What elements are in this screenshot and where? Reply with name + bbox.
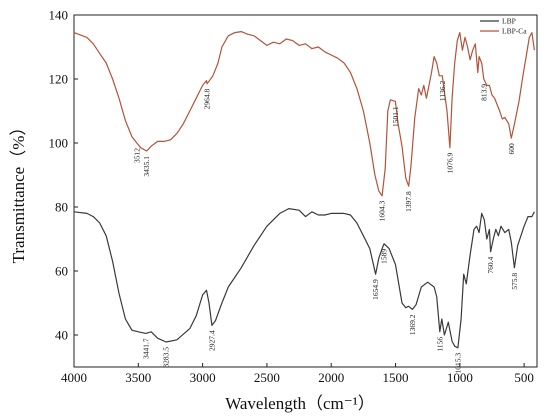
peak-label: 3283.5: [162, 347, 171, 368]
plot-area: [73, 14, 538, 368]
y-tick-label: 140: [49, 8, 69, 23]
y-tick-label: 40: [55, 328, 68, 343]
peak-label: 3441.7: [141, 338, 150, 359]
legend-label: LBP-Ca: [502, 27, 527, 36]
peak-label: 1015.3: [453, 353, 462, 374]
x-tick-label: 500: [514, 370, 534, 385]
annotation-layer: 3441.7 3283.5 2927.4 1654.9 1589 1369.2 1156 10…: [132, 81, 519, 374]
peak-label: 3512: [132, 148, 141, 163]
x-tick-label: 3500: [125, 370, 151, 385]
peak-label: 2927.4: [207, 330, 216, 351]
peak-label: 1654.9: [371, 279, 380, 300]
y-tick-label: 120: [49, 72, 69, 87]
peak-label: 2964.8: [203, 89, 212, 110]
series-line-lbp-ca: [73, 31, 535, 197]
peak-label: 760.4: [486, 257, 495, 274]
tick-layer: 4000 3500 3000 2500 2000 1500 1000 500 40 60 80 100…: [49, 8, 534, 386]
peak-label: 1604.3: [378, 201, 387, 222]
peak-label: 3435.1: [142, 156, 151, 177]
x-tick-label: 1500: [383, 370, 409, 385]
y-axis-title: Transmittance（%）: [9, 119, 28, 264]
peak-label: 575.8: [510, 273, 519, 290]
peak-label: 1156: [435, 337, 444, 352]
y-tick-label: 100: [49, 136, 69, 151]
peak-label: 1136.2: [438, 81, 447, 102]
peak-label: 1076.9: [445, 153, 454, 174]
legend-label: LBP: [502, 17, 516, 26]
y-tick-label: 80: [55, 200, 68, 215]
x-tick-label: 2000: [318, 370, 344, 385]
x-axis-title: Wavelength（cm⁻¹）: [225, 394, 375, 413]
peak-label: 1501.1: [391, 106, 400, 127]
plot-frame: [73, 14, 538, 368]
series-line-lbp: [73, 208, 535, 349]
peak-label: 600: [507, 143, 516, 155]
series-layer: [73, 31, 535, 349]
x-tick-label: 4000: [61, 370, 87, 385]
peak-label: 1589: [380, 249, 389, 264]
x-tick-label: 2500: [254, 370, 280, 385]
y-tick-label: 60: [55, 264, 68, 279]
peak-label: 1369.2: [408, 314, 417, 335]
peak-label: 1397.8: [404, 191, 413, 212]
peak-label: 813.9: [479, 84, 488, 101]
x-tick-label: 1000: [447, 370, 473, 385]
x-tick-label: 3000: [190, 370, 216, 385]
